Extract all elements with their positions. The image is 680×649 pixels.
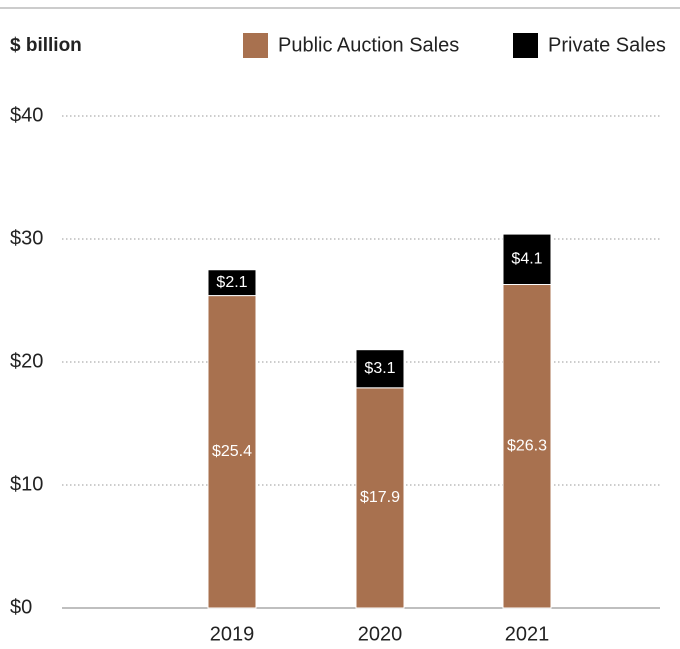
bar-segment: [502, 284, 552, 609]
bar-segment: [502, 233, 552, 286]
x-tick-label: 2021: [505, 623, 550, 645]
y-tick-label: $40: [10, 104, 43, 126]
bar-segment: [207, 269, 257, 297]
value-label: $2.1: [216, 274, 247, 291]
y-tick-label: $0: [10, 596, 32, 618]
x-tick-label: 2019: [210, 623, 255, 645]
value-label: $25.4: [212, 443, 252, 460]
bar-segment: [355, 349, 405, 389]
value-label: $4.1: [511, 251, 542, 268]
y-axis-label: $ billion: [10, 35, 82, 56]
y-tick-label: $20: [10, 350, 43, 372]
y-tick-label: $30: [10, 227, 43, 249]
x-tick-label: 2020: [358, 623, 403, 645]
legend-label: Private Sales: [548, 34, 666, 56]
legend-swatch: [513, 33, 538, 58]
bar-segment: [355, 387, 405, 609]
legend-swatch: [243, 33, 268, 58]
bar-segment: [207, 295, 257, 609]
y-tick-label: $10: [10, 473, 43, 495]
value-label: $3.1: [364, 360, 395, 377]
value-label: $26.3: [507, 437, 547, 454]
legend-label: Public Auction Sales: [278, 34, 459, 56]
value-label: $17.9: [360, 489, 400, 506]
